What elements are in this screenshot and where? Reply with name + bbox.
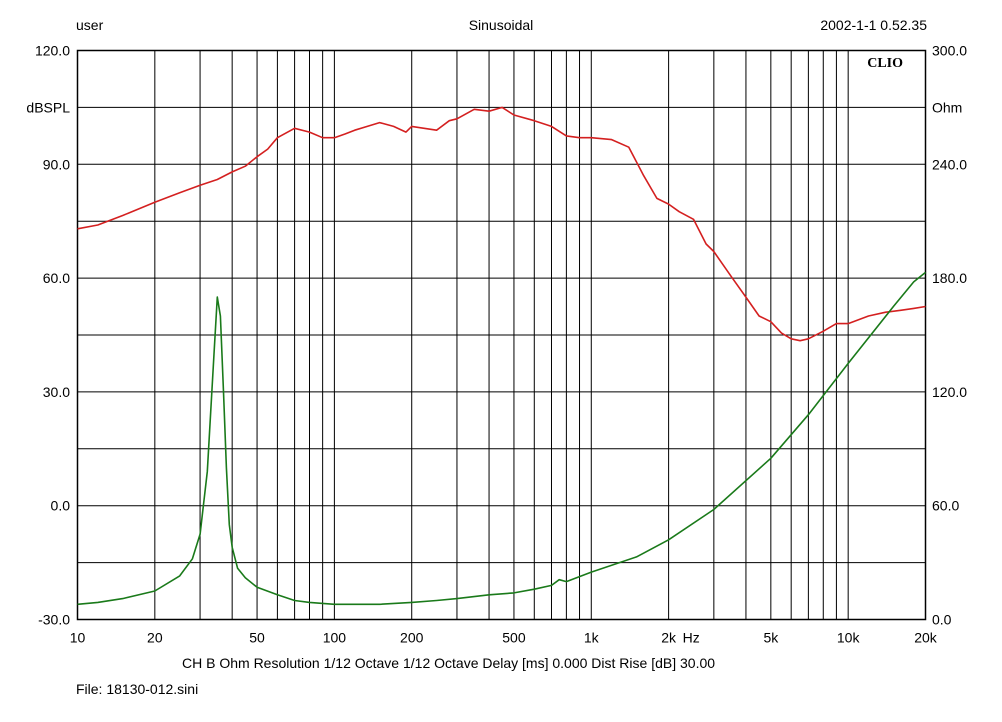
- clio-logo: CLIO: [867, 56, 903, 71]
- x-tick-label: 20k: [914, 630, 938, 646]
- x-tick-label: 1k: [584, 630, 600, 646]
- y-right-axis-label: Ohm: [932, 99, 962, 115]
- y-left-tick-label: 30.0: [43, 384, 70, 400]
- y-left-tick-label: -30.0: [38, 612, 70, 628]
- y-left-tick-label: 120.0: [35, 43, 70, 59]
- x-tick-label: 100: [323, 630, 347, 646]
- y-left-tick-label: 0.0: [51, 498, 71, 514]
- x-tick-label: 50: [249, 630, 265, 646]
- x-unit-label: Hz: [683, 630, 700, 646]
- impedance-curve: [77, 271, 927, 606]
- y-right-tick-label: 300.0: [932, 43, 967, 59]
- header-left-user: user: [76, 17, 104, 33]
- x-tick-label: 5k: [763, 630, 779, 646]
- y-left-tick-label: 60.0: [43, 270, 70, 286]
- y-right-tick-label: 240.0: [932, 156, 967, 172]
- y-right-tick-label: 120.0: [932, 384, 967, 400]
- curves: [77, 106, 927, 606]
- header-timestamp: 2002-1-1 0.52.35: [820, 17, 927, 33]
- footer-file: File: 18130-012.sini: [76, 681, 199, 697]
- y-right-tick-label: 0.0: [932, 612, 952, 628]
- x-tick-label: 20: [147, 630, 163, 646]
- y-left-tick-label: 90.0: [43, 156, 70, 172]
- x-tick-label: 200: [400, 630, 424, 646]
- header-title: Sinusoidal: [468, 17, 534, 33]
- x-tick-label: 10: [70, 630, 86, 646]
- y-right-tick-label: 60.0: [932, 498, 959, 514]
- footer-settings: CH B Ohm Resolution 1/12 Octave 1/12 Oct…: [182, 655, 716, 671]
- x-tick-label: 500: [502, 630, 526, 646]
- x-tick-label: 2k: [661, 630, 677, 646]
- y-right-tick-label: 180.0: [932, 270, 967, 286]
- x-tick-label: 10k: [837, 630, 861, 646]
- spl-curve: [77, 106, 926, 342]
- axis-labels: 10 20 50 100 200 500 1k 2k 5k 10k 20k Hz -30.0 0.0 30.…: [26, 43, 967, 646]
- y-left-axis-label: dBSPL: [26, 99, 70, 115]
